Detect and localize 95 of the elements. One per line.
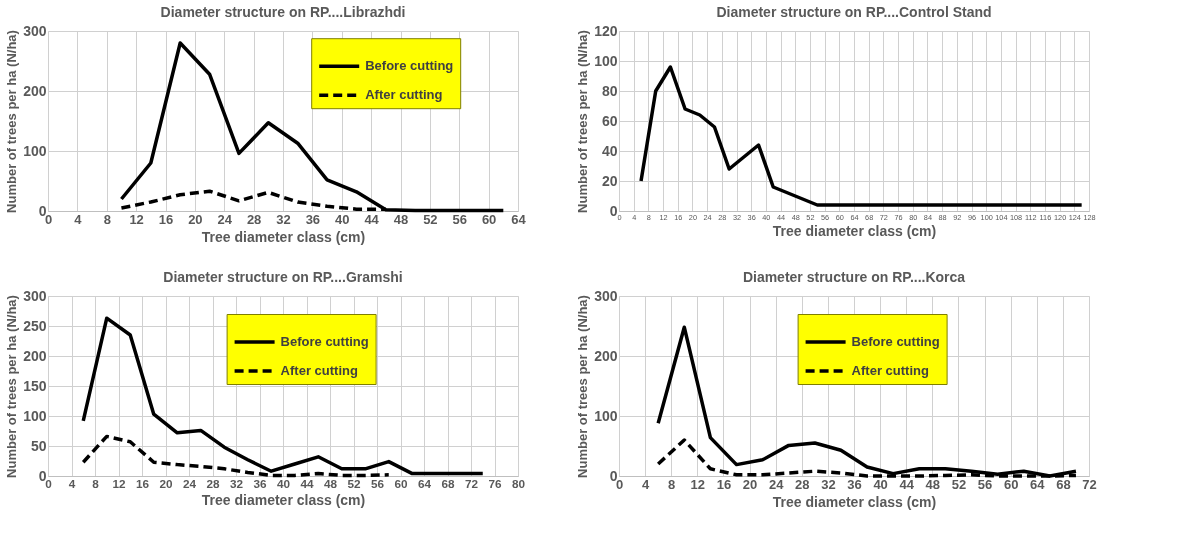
legend-label: After cutting [280, 363, 358, 378]
chart-title: Diameter structure on RP....Librazhdi [160, 4, 406, 20]
y-tick-label: 300 [23, 287, 47, 304]
y-tick-label: 250 [23, 317, 47, 334]
legend-label: Before cutting [280, 334, 369, 349]
y-tick-label: 40 [601, 142, 618, 159]
x-tick-label: 20 [188, 211, 203, 227]
x-tick-label: 4 [641, 476, 650, 492]
x-tick-label: 72 [1082, 476, 1097, 492]
line-series [656, 325, 1078, 478]
x-tick-label: 44 [364, 211, 380, 227]
x-axis-title: Tree diameter class (cm) [201, 492, 366, 509]
y-tick-label: 100 [23, 407, 47, 424]
chart-title: Diameter structure on RP....Control Stand [716, 4, 992, 20]
y-tick-label: 150 [23, 377, 47, 394]
x-tick-label: 68 [1056, 476, 1071, 492]
x-tick-label: 60 [1003, 476, 1019, 492]
x-tick-label: 32 [276, 211, 291, 227]
x-tick-label: 52 [951, 476, 967, 492]
x-tick-label: 40 [873, 476, 888, 492]
x-tick-label: 24 [182, 476, 197, 490]
legend-label: After cutting [851, 363, 929, 378]
x-tick-label: 36 [253, 476, 267, 490]
y-tick-label: 200 [23, 347, 47, 364]
x-tick-label: 56 [370, 476, 385, 490]
y-tick-label: 300 [23, 22, 47, 39]
x-tick-label: 76 [488, 476, 502, 490]
chart-title: Diameter structure on RP....Korca [742, 269, 966, 285]
y-axis-title: Number of trees per ha (N/ha) [4, 30, 20, 213]
x-tick-label: 16 [135, 476, 150, 490]
y-tick-label: 20 [601, 172, 618, 189]
line-series [639, 65, 1084, 207]
x-tick-label: 12 [112, 476, 126, 490]
y-tick-label: 80 [601, 82, 618, 99]
y-tick-label: 200 [594, 347, 618, 364]
line-series [81, 316, 485, 476]
y-tick-label: 60 [601, 112, 618, 129]
x-tick-label: 60 [481, 211, 497, 227]
x-tick-label: 60 [394, 476, 408, 490]
x-tick-label: 80 [511, 476, 526, 490]
x-tick-label: 52 [347, 476, 361, 490]
x-tick-label: 20 [742, 476, 758, 492]
x-tick-label: 72 [464, 476, 479, 490]
x-tick-label: 68 [441, 476, 455, 490]
x-tick-label: 64 [417, 476, 432, 490]
legend-label: Before cutting [365, 58, 454, 74]
x-tick-label: 16 [158, 211, 174, 227]
line-series [81, 434, 391, 478]
y-tick-label: 200 [23, 82, 47, 99]
line-series [119, 41, 506, 213]
legend-label: Before cutting [851, 334, 940, 349]
x-tick-label: 8 [103, 211, 111, 227]
legend-label: After cutting [365, 87, 443, 103]
x-axis-title: Tree diameter class (cm) [201, 228, 366, 245]
x-tick-label: 56 [452, 211, 467, 227]
x-tick-label: 48 [323, 476, 338, 490]
x-tick-label: 32 [229, 476, 244, 490]
y-tick-label: 300 [594, 287, 618, 304]
x-axis-title: Tree diameter class (cm) [772, 222, 937, 239]
y-tick-label: 120 [594, 22, 618, 39]
x-tick-label: 8 [92, 476, 100, 490]
y-tick-label: 100 [594, 407, 618, 424]
x-tick-label: 12 [129, 211, 144, 227]
x-tick-label: 48 [393, 211, 409, 227]
y-axis-title: Number of trees per ha (N/ha) [575, 295, 591, 478]
x-tick-label: 40 [276, 476, 291, 490]
y-tick-label: 100 [23, 142, 47, 159]
x-tick-label: 16 [716, 476, 732, 492]
chart-title: Diameter structure on RP....Gramshi [163, 269, 403, 285]
x-tick-label: 28 [206, 476, 220, 490]
y-tick-label: 100 [594, 52, 618, 69]
y-axis-title: Number of trees per ha (N/ha) [4, 295, 20, 478]
x-tick-label: 36 [305, 211, 321, 227]
x-tick-label: 8 [668, 476, 676, 492]
x-axis-title: Tree diameter class (cm) [772, 493, 937, 510]
x-tick-label: 28 [795, 476, 810, 492]
x-tick-label: 32 [821, 476, 836, 492]
x-tick-label: 28 [246, 211, 262, 227]
x-tick-label: 36 [847, 476, 862, 492]
y-tick-label: 50 [30, 437, 47, 454]
x-tick-label: 24 [768, 476, 785, 492]
x-tick-label: 12 [690, 476, 706, 492]
x-tick-label: 52 [423, 211, 438, 227]
x-tick-label: 24 [217, 211, 233, 227]
x-tick-label: 64 [511, 211, 527, 227]
x-tick-label: 20 [159, 476, 173, 490]
x-tick-label: 64 [1030, 476, 1046, 492]
x-tick-label: 56 [977, 476, 993, 492]
x-tick-label: 4 [68, 476, 76, 490]
x-tick-label: 44 [300, 476, 314, 490]
x-tick-label: 40 [335, 211, 350, 227]
x-tick-label: 4 [74, 211, 83, 227]
y-axis-title: Number of trees per ha (N/ha) [575, 30, 591, 213]
x-tick-label: 44 [899, 476, 915, 492]
x-tick-label: 48 [925, 476, 941, 492]
